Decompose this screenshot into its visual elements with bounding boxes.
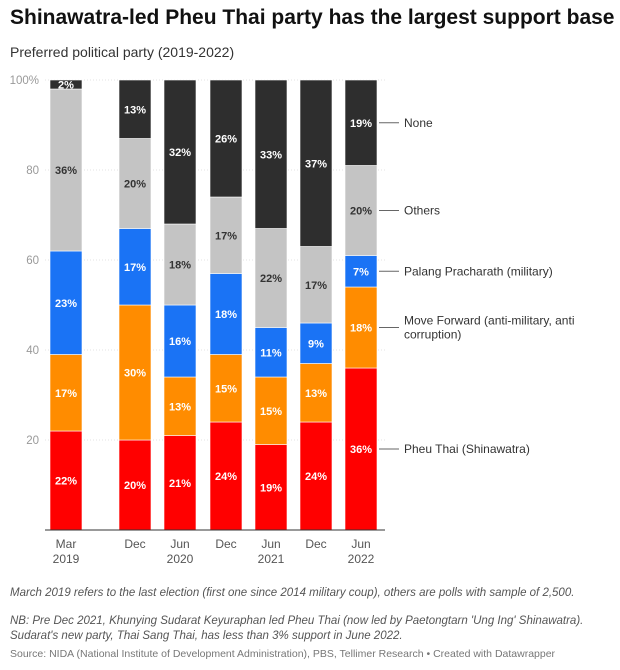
bar-value-label: 33% [260, 149, 282, 161]
x-tick-year: 2019 [53, 552, 80, 566]
chart-subtitle: Preferred political party (2019-2022) [10, 44, 235, 60]
bar-segment [118, 228, 152, 306]
bar-segment [49, 430, 83, 531]
bar-value-label: 23% [55, 298, 77, 310]
bar-segment [163, 223, 197, 306]
x-tick-label: Mar [56, 537, 77, 551]
bar-segment [49, 79, 83, 90]
y-tick-label: 100% [10, 75, 39, 87]
bar-segment [254, 327, 288, 378]
bar-value-label: 26% [215, 134, 237, 146]
bar-value-label: 13% [124, 104, 146, 116]
x-tick-label: Jun [261, 537, 280, 551]
bar-segment [118, 79, 152, 139]
bar-segment [254, 444, 288, 531]
footnote-leadership: NB: Pre Dec 2021, Khunying Sudarat Keyur… [10, 615, 584, 642]
footnote-election: March 2019 refers to the last election (… [10, 587, 575, 599]
bar-segment [163, 79, 197, 225]
x-tick-year: 2022 [348, 552, 375, 566]
bar-segment [209, 79, 243, 198]
bar-value-label: 22% [260, 273, 282, 285]
bar-value-label: 17% [124, 262, 146, 274]
legend-label: Pheu Thai (Shinawatra) [404, 442, 530, 456]
bar-value-label: 20% [350, 206, 372, 218]
legend-label: Palang Pracharath (military) [404, 264, 553, 278]
bar-value-label: 13% [305, 388, 327, 400]
bar-segment [163, 304, 197, 378]
bar-value-label: 7% [353, 266, 369, 278]
bar-value-label: 18% [350, 323, 372, 335]
bar-segment [254, 376, 288, 445]
x-tick-label: Jun [351, 537, 370, 551]
bar-value-label: 37% [305, 158, 327, 170]
bar-segment [209, 273, 243, 355]
bar-value-label: 36% [55, 165, 77, 177]
stacked-bar-chart: 20 40 60 80 100% 22% 17% 23% 36% 2% 20% 30% 17% 20% 13… [10, 75, 575, 566]
bar-segment [118, 304, 152, 441]
bar-value-label: 16% [169, 336, 191, 348]
bar-segment [299, 363, 333, 423]
legend-label: None [404, 116, 433, 130]
bar-value-label: 15% [260, 406, 282, 418]
x-tick-year: 2020 [167, 552, 194, 566]
bar-segment [344, 286, 378, 369]
x-tick-year: 2021 [258, 552, 285, 566]
bar-segment [118, 138, 152, 229]
bar-value-label: 17% [305, 280, 327, 292]
bar-segment [299, 322, 333, 364]
bar-segment [49, 354, 83, 432]
bar-segment [163, 376, 197, 436]
x-tick-label: Dec [215, 537, 236, 551]
bar-value-label: 22% [55, 476, 77, 488]
bar-segment [344, 165, 378, 256]
bar-value-label: 19% [260, 482, 282, 494]
chart-title: Shinawatra-led Pheu Thai party has the l… [10, 6, 615, 29]
bar-value-label: 2% [58, 80, 74, 92]
y-tick-label: 20 [26, 435, 39, 447]
bar-segment [344, 79, 378, 166]
bar-value-label: 9% [308, 338, 324, 350]
bar-value-label: 20% [124, 480, 146, 492]
bar-value-label: 19% [350, 118, 372, 130]
legend-label: Move Forward (anti-military, anti [404, 314, 574, 328]
bar-segment [49, 88, 83, 252]
bar-segment [254, 79, 288, 229]
bar-value-label: 13% [169, 401, 191, 413]
bar-value-label: 21% [169, 478, 191, 490]
bar-value-label: 30% [124, 368, 146, 380]
bar-segment [344, 255, 378, 288]
y-tick-label: 80 [26, 165, 39, 177]
y-tick-label: 60 [26, 255, 39, 267]
bar-segment [209, 354, 243, 423]
bar-value-label: 17% [215, 230, 237, 242]
bar-value-label: 18% [169, 260, 191, 272]
bar-value-label: 15% [215, 383, 237, 395]
x-tick-label: Dec [305, 537, 326, 551]
bar-segment [254, 228, 288, 328]
x-tick-label: Dec [124, 537, 145, 551]
bar-value-label: 24% [215, 471, 237, 483]
bar-segment [209, 421, 243, 531]
bar-value-label: 32% [169, 147, 191, 159]
bar-value-label: 17% [55, 388, 77, 400]
bar-value-label: 18% [215, 309, 237, 321]
bar-segment [209, 196, 243, 274]
bar-value-label: 24% [305, 471, 327, 483]
bar-value-label: 20% [124, 179, 146, 191]
y-tick-label: 40 [26, 345, 39, 357]
source-credit: Source: NIDA (National Institute of Deve… [10, 648, 556, 660]
bar-value-label: 11% [260, 347, 282, 359]
legend-label: Others [404, 204, 440, 218]
bar-value-label: 36% [350, 444, 372, 456]
legend-label: corruption) [404, 328, 461, 342]
x-tick-label: Jun [170, 537, 189, 551]
bar-segment [299, 79, 333, 247]
